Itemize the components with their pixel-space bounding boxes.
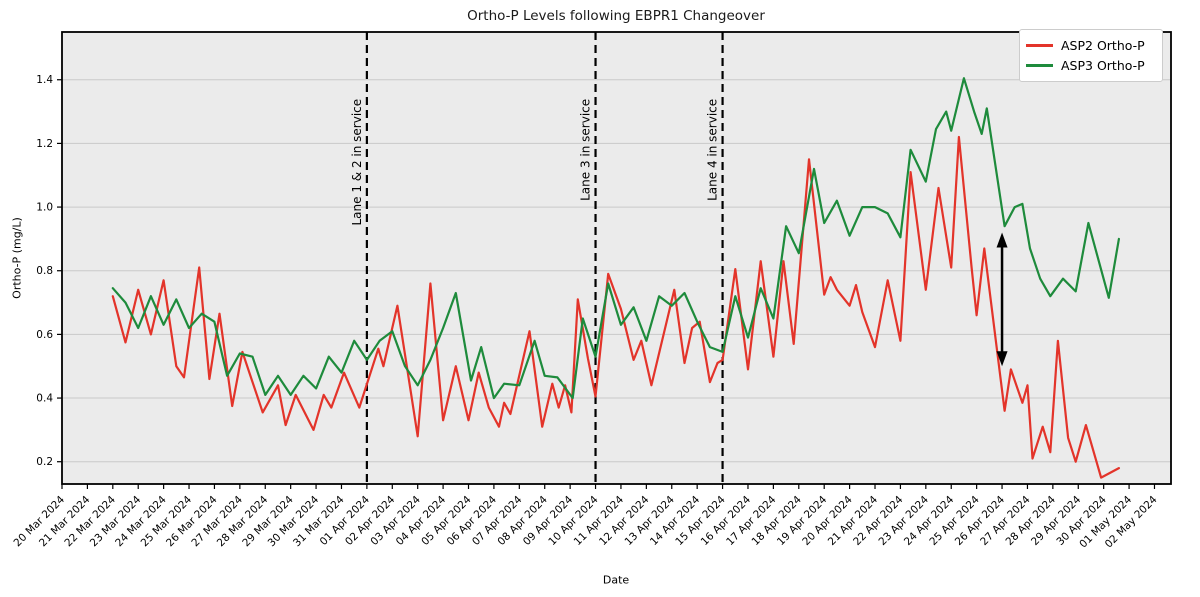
series-line-asp2-ortho-p [111,135,1121,479]
legend-swatch-asp3 [1026,64,1053,68]
y-tick-label: 1.0 [36,202,53,214]
gap-arrow-head-down [996,351,1008,367]
event-label: Lane 3 in service [579,99,593,201]
legend-item-asp2: ASP2 Ortho-P [1026,38,1156,53]
legend-label-asp2: ASP2 Ortho-P [1061,37,1145,53]
y-tick-label: 1.2 [36,138,53,150]
chart-title: Ortho-P Levels following EBPR1 Changeove… [467,8,765,24]
legend-label-asp3: ASP3 Ortho-P [1061,58,1145,74]
legend-swatch-asp2 [1026,43,1053,47]
gap-arrow-head-up [996,232,1008,248]
y-tick-label: 0.2 [36,456,53,468]
y-tick-label: 0.6 [36,329,53,341]
legend-item-asp3: ASP3 Ortho-P [1026,58,1156,73]
axes-spines [61,31,1172,485]
y-tick-label: 0.4 [36,393,53,405]
y-tick-label: 1.4 [36,74,53,86]
event-label: Lane 4 in service [706,99,720,201]
legend: ASP2 Ortho-P ASP3 Ortho-P [1019,29,1163,82]
series-line-asp3-ortho-p [111,77,1121,400]
y-tick-label: 0.8 [36,265,53,277]
event-label: Lane 1 & 2 in service [350,99,364,226]
x-axis-label: Date [602,573,630,587]
plot-area [62,32,1171,484]
